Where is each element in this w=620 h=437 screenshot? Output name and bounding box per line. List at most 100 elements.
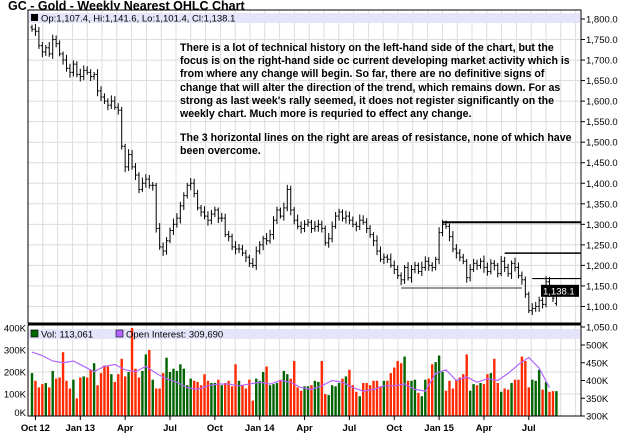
volume-bar — [158, 388, 161, 416]
ohlc-bar — [240, 244, 244, 256]
ohlc-bar — [475, 259, 479, 270]
volume-bar — [113, 381, 116, 416]
ohlc-bar — [96, 69, 100, 97]
volume-bar — [424, 379, 427, 416]
ohlc-bar — [254, 246, 258, 270]
price-tick-label: 1,600.0 — [586, 97, 618, 108]
ohlc-bar — [116, 103, 120, 115]
volume-bar — [103, 365, 106, 416]
volume-bar — [48, 387, 51, 416]
ohlc-bar — [289, 185, 293, 216]
ohlc-bar — [54, 35, 58, 48]
price-tick-label: 1,400.0 — [586, 179, 618, 190]
ohlc-bar — [199, 205, 203, 217]
ohlc-bar — [347, 211, 351, 225]
ohlc-bar — [354, 221, 358, 232]
x-tick-label: Jul — [343, 423, 357, 434]
ohlc-bar — [178, 201, 182, 224]
volume-bar — [261, 372, 265, 416]
x-tick-label: Oct 12 — [21, 423, 50, 434]
volume-bar — [248, 379, 251, 416]
ohlc-bar — [130, 150, 134, 170]
ohlc-bar — [313, 221, 317, 232]
volume-bar — [448, 380, 451, 416]
volume-bar — [41, 384, 44, 416]
ohlc-bar — [406, 262, 410, 281]
volume-bar — [555, 391, 558, 416]
volume-bar — [410, 380, 413, 416]
price-panel — [28, 10, 581, 323]
ohlc-bar — [534, 301, 538, 312]
price-legend: Op:1,107.4, Hi:1,141.6, Lo:1,101.4, Cl:1… — [41, 14, 235, 25]
volume-bar — [513, 379, 517, 416]
ohlc-bar — [216, 207, 220, 224]
ohlc-bar — [234, 241, 238, 255]
volume-bar — [548, 391, 551, 416]
volume-bar — [524, 361, 527, 416]
ohlc-bar — [154, 182, 158, 233]
last-price-label: 1,138.1 — [543, 286, 575, 297]
price-tick-label: 1,150.0 — [586, 281, 618, 292]
volume-tick-label: 0K — [14, 408, 26, 419]
ohlc-bar — [40, 41, 44, 58]
oi-tick-label: 350K — [586, 394, 609, 405]
price-tick-label: 1,650.0 — [586, 76, 618, 87]
volume-bar — [468, 390, 472, 416]
ohlc-bar — [151, 182, 155, 191]
volume-tick-label: 300K — [4, 346, 27, 357]
volume-bar — [217, 379, 220, 416]
ohlc-bar — [541, 297, 545, 309]
annotation-paragraph-2: The 3 horizontal lines on the right are … — [180, 132, 572, 158]
ohlc-bar — [516, 262, 520, 279]
volume-bar — [130, 328, 134, 416]
volume-bar — [437, 355, 441, 416]
volume-bar — [37, 387, 41, 416]
volume-bar — [534, 380, 537, 416]
volume-bar — [434, 362, 437, 416]
volume-bar — [365, 383, 368, 416]
volume-bar — [286, 374, 289, 416]
grid-lines — [28, 10, 581, 416]
x-tick-label: Oct — [386, 423, 403, 434]
volume-bar — [399, 363, 403, 416]
ohlc-bar — [492, 260, 496, 271]
ohlc-bar — [323, 225, 327, 246]
ohlc-bar — [334, 212, 338, 229]
volume-bar — [54, 378, 58, 416]
volume-bar — [224, 383, 227, 416]
ohlc-bar — [30, 24, 34, 32]
ohlc-bar — [485, 262, 489, 276]
ohlc-bar — [447, 223, 451, 242]
volume-bar — [489, 373, 493, 416]
volume-bar — [386, 380, 389, 416]
ohlc-bar — [530, 303, 534, 316]
ohlc-bar — [306, 218, 310, 227]
ohlc-bar — [499, 255, 503, 277]
volume-bar — [30, 373, 34, 416]
volume-bar — [337, 383, 341, 416]
ohlc-bar — [385, 254, 389, 263]
volume-bar — [537, 369, 541, 416]
volume-bar — [420, 396, 424, 416]
volume-bar — [34, 380, 37, 416]
volume-bar — [227, 380, 230, 416]
volume-bar — [310, 385, 313, 416]
ohlc-bar — [416, 262, 420, 275]
x-tick-label: Apr — [296, 423, 313, 434]
volume-bar — [123, 376, 127, 416]
volume-bar — [358, 396, 361, 416]
ohlc-bar — [33, 23, 37, 36]
volume-bar — [144, 354, 148, 416]
ohlc-bar — [468, 264, 472, 282]
ohlc-bar — [237, 244, 241, 254]
ohlc-bar — [61, 51, 65, 65]
ohlc-bar — [520, 271, 524, 285]
volume-bar — [444, 390, 448, 416]
volume-bar — [455, 379, 458, 416]
volume-bar — [172, 368, 175, 416]
volume-bar — [317, 381, 320, 416]
ohlc-bar — [185, 182, 189, 199]
x-tick-label: Apr — [476, 423, 493, 434]
volume-bar — [403, 356, 406, 416]
price-tick-label: 1,050.0 — [586, 323, 618, 334]
